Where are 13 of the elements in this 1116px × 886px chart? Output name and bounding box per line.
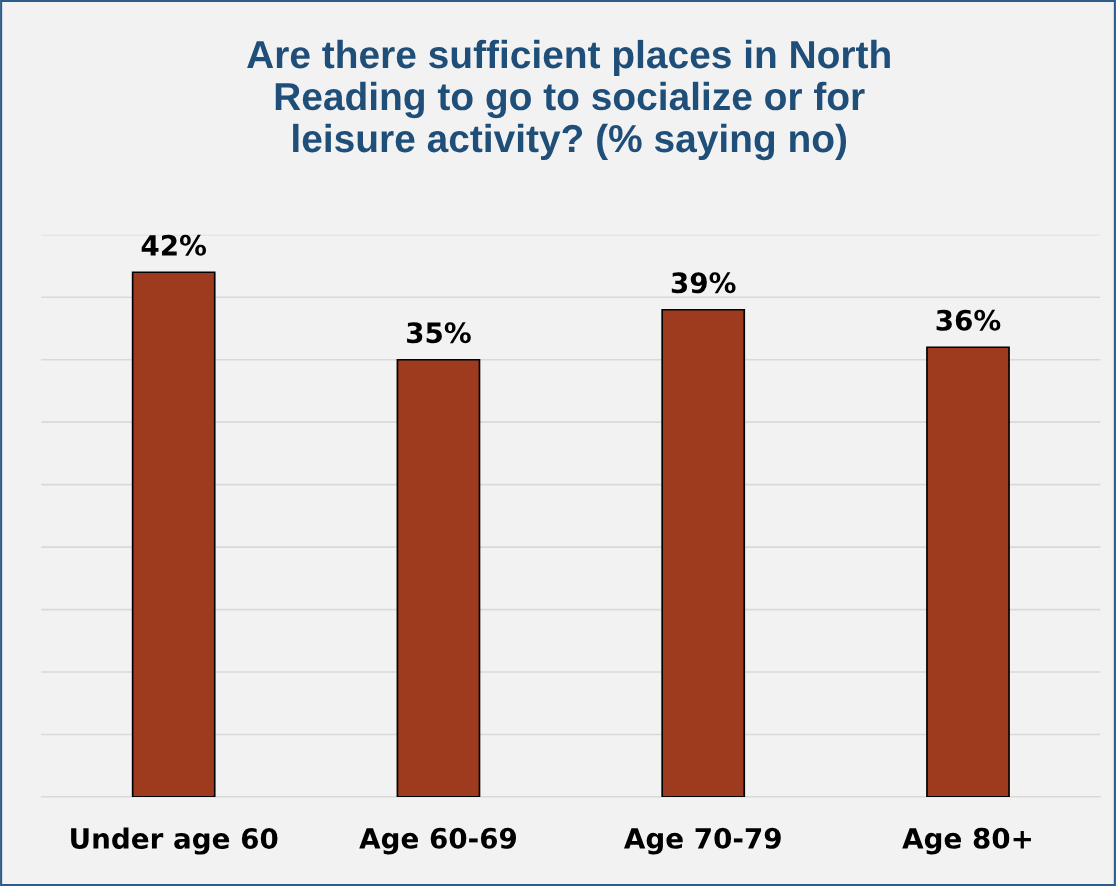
data-label: 36% xyxy=(936,309,1001,331)
bar xyxy=(131,271,216,797)
bar xyxy=(396,358,481,797)
data-label: 39% xyxy=(671,272,736,294)
x-tick-label: Under age 60 xyxy=(71,827,278,855)
x-tick-label: Age 80+ xyxy=(902,827,1031,855)
data-label: 35% xyxy=(407,322,471,344)
chart-title: Are there sufficient places in North Reading to go to socialize or for leisure activity? (% saying no) xyxy=(247,39,890,161)
bar xyxy=(926,346,1010,797)
bar xyxy=(661,308,746,797)
x-tick-label: Age 70-79 xyxy=(623,827,781,855)
data-label: 42% xyxy=(141,234,207,256)
x-tick-label: Age 60-69 xyxy=(359,827,517,855)
